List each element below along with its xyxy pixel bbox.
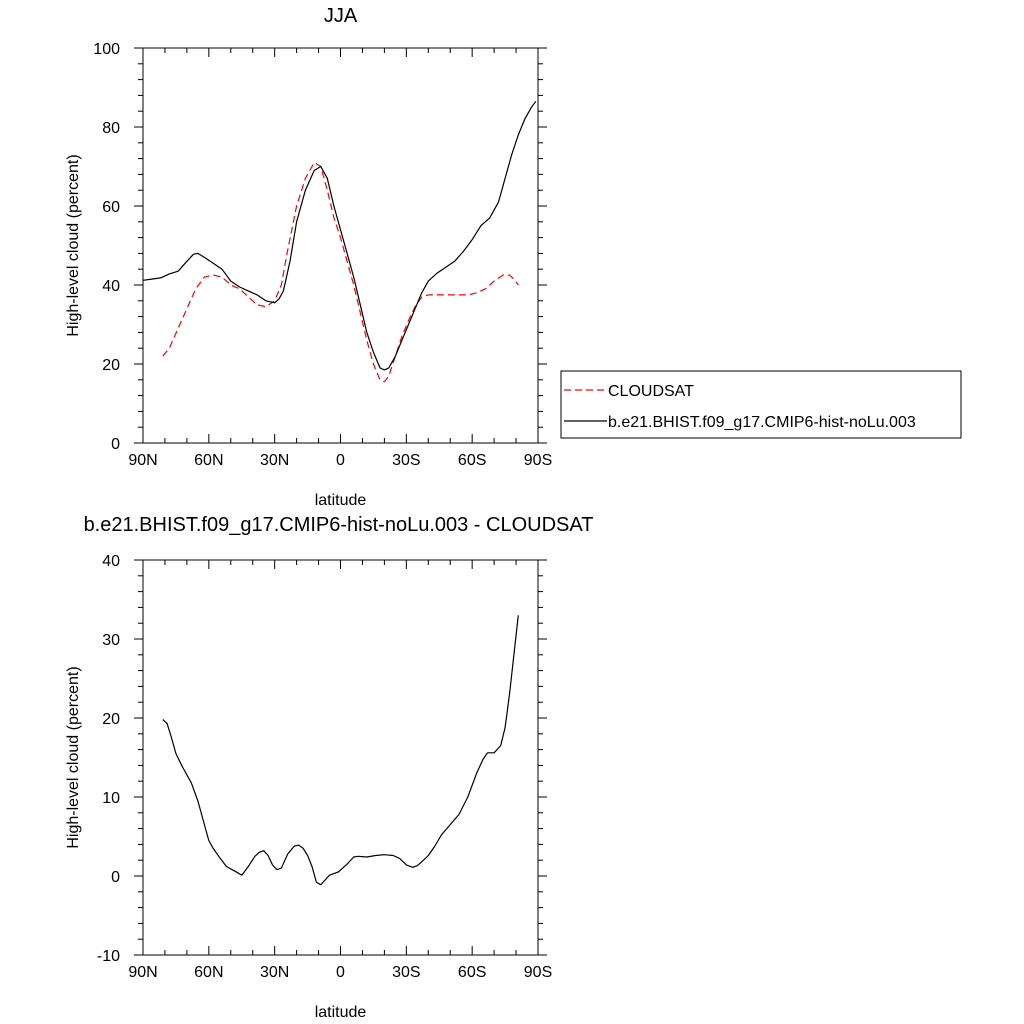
y-tick-label: 40 bbox=[102, 553, 120, 570]
plot-frame bbox=[142, 47, 539, 444]
y-tick-label: 20 bbox=[102, 711, 120, 728]
x-tick-label: 90S bbox=[524, 964, 552, 981]
legend-box bbox=[560, 370, 962, 439]
y-tick-label: 40 bbox=[102, 278, 120, 295]
x-tick-label: 60S bbox=[458, 452, 486, 469]
y-tick-label: 60 bbox=[102, 199, 120, 216]
top-chart-legend: CLOUDSAT b.e21.BHIST.f09_g17.CMIP6-hist-n… bbox=[560, 370, 962, 439]
y-tick-label: 0 bbox=[111, 869, 120, 886]
y-tick-label: 100 bbox=[93, 41, 120, 58]
legend-label-1: b.e21.BHIST.f09_g17.CMIP6-hist-noLu.003 bbox=[608, 414, 916, 431]
x-tick-label: 30S bbox=[392, 964, 420, 981]
x-tick-label: 60N bbox=[194, 964, 223, 981]
series-line-0 bbox=[162, 615, 519, 886]
y-tick-label: 10 bbox=[102, 790, 120, 807]
y-tick-label: 80 bbox=[102, 120, 120, 137]
x-axis-label: latitude bbox=[315, 492, 367, 509]
series-line-1 bbox=[142, 100, 537, 371]
series-line-0 bbox=[162, 162, 519, 383]
y-axis-label: High-level cloud (percent) bbox=[65, 666, 82, 848]
x-tick-label: 0 bbox=[336, 452, 345, 469]
y-tick-label: 20 bbox=[102, 357, 120, 374]
x-tick-label: 60N bbox=[194, 452, 223, 469]
y-tick-label: 0 bbox=[111, 436, 120, 453]
x-tick-label: 30N bbox=[260, 964, 289, 981]
x-tick-label: 90S bbox=[524, 452, 552, 469]
plot-frame bbox=[142, 559, 539, 956]
x-tick-label: 30N bbox=[260, 452, 289, 469]
x-tick-label: 30S bbox=[392, 452, 420, 469]
x-axis-label: latitude bbox=[315, 1004, 367, 1021]
top-line-chart: JJA 90N 60N 30N 0 30S 60S 90S 0 20 40 60 80 100 latitu… bbox=[65, 5, 552, 509]
y-axis-label: High-level cloud (percent) bbox=[65, 154, 82, 336]
legend-label-0: CLOUDSAT bbox=[608, 383, 694, 400]
x-tick-label: 0 bbox=[336, 964, 345, 981]
y-tick-label: 30 bbox=[102, 632, 120, 649]
bottom-difference-chart: b.e21.BHIST.f09_g17.CMIP6-hist-noLu.003 … bbox=[65, 514, 593, 1021]
x-tick-label: 90N bbox=[128, 452, 157, 469]
chart-title: b.e21.BHIST.f09_g17.CMIP6-hist-noLu.003 … bbox=[84, 514, 594, 536]
x-tick-label: 60S bbox=[458, 964, 486, 981]
chart-title: JJA bbox=[324, 5, 358, 27]
x-tick-label: 90N bbox=[128, 964, 157, 981]
y-tick-label: -10 bbox=[97, 948, 120, 965]
